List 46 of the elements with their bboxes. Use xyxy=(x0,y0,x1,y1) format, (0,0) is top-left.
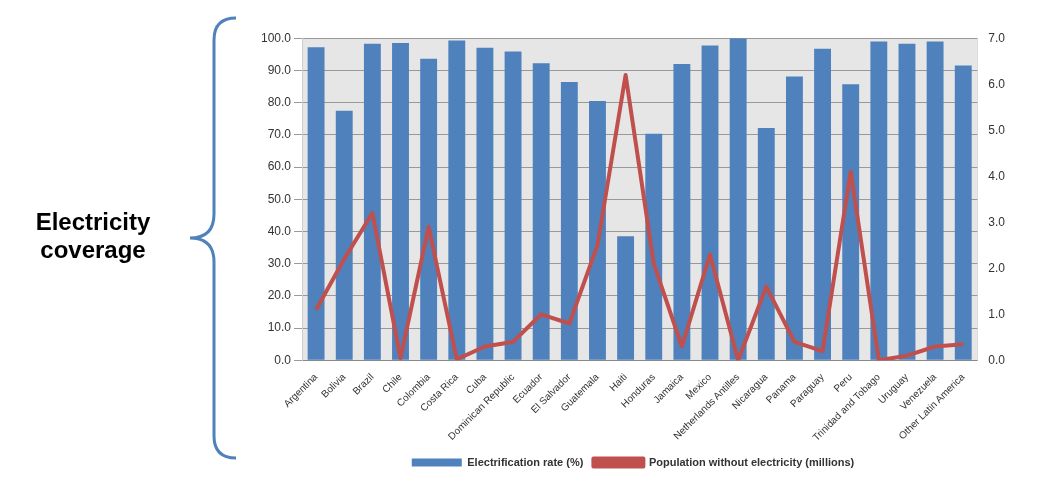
bar xyxy=(729,38,747,360)
y2-tick-label: 0.0 xyxy=(988,352,1006,367)
y-tick-label: 50.0 xyxy=(267,191,292,206)
bar xyxy=(589,101,606,360)
bar xyxy=(954,65,972,360)
y-tick-label: 10.0 xyxy=(267,320,292,335)
bar xyxy=(420,58,438,360)
y-tick-label: 60.0 xyxy=(267,159,292,174)
bar xyxy=(363,43,381,360)
bar xyxy=(898,43,916,360)
bar xyxy=(870,41,888,360)
y-tick-label: 80.0 xyxy=(267,94,292,109)
y-tick-label: 100.0 xyxy=(261,30,292,45)
y-tick-label: 40.0 xyxy=(267,223,292,238)
y2-tick-label: 6.0 xyxy=(988,76,1006,91)
y2-tick-label: 2.0 xyxy=(988,260,1006,275)
bar xyxy=(814,48,832,360)
bar xyxy=(617,236,635,360)
bar xyxy=(757,128,775,360)
bar xyxy=(532,63,550,360)
y-tick-label: 0.0 xyxy=(274,352,292,367)
y2-tick-label: 7.0 xyxy=(988,30,1006,45)
bar xyxy=(785,76,803,360)
y-tick-label: 30.0 xyxy=(267,255,292,270)
bar xyxy=(307,47,325,360)
y2-tick-label: 3.0 xyxy=(988,214,1006,229)
y-tick-label: 90.0 xyxy=(267,62,292,77)
y2-tick-label: 5.0 xyxy=(988,122,1006,137)
bar xyxy=(645,133,663,360)
bar xyxy=(842,84,860,360)
bar xyxy=(504,51,522,360)
legend-label: Population without electricity (millions) xyxy=(648,455,855,468)
bar xyxy=(392,43,409,360)
bar xyxy=(701,45,719,360)
bar xyxy=(476,47,494,360)
bar xyxy=(448,40,466,360)
bar xyxy=(335,110,353,360)
bar xyxy=(926,41,944,360)
legend-label: Electrification rate (%) xyxy=(467,455,584,468)
y-tick-label: 70.0 xyxy=(267,127,292,142)
y2-tick-label: 4.0 xyxy=(988,168,1006,183)
bar xyxy=(673,63,691,360)
bar xyxy=(560,82,578,360)
y2-tick-label: 1.0 xyxy=(988,306,1006,321)
y-tick-label: 20.0 xyxy=(267,288,292,303)
text: Electricity coverage xyxy=(34,208,152,264)
